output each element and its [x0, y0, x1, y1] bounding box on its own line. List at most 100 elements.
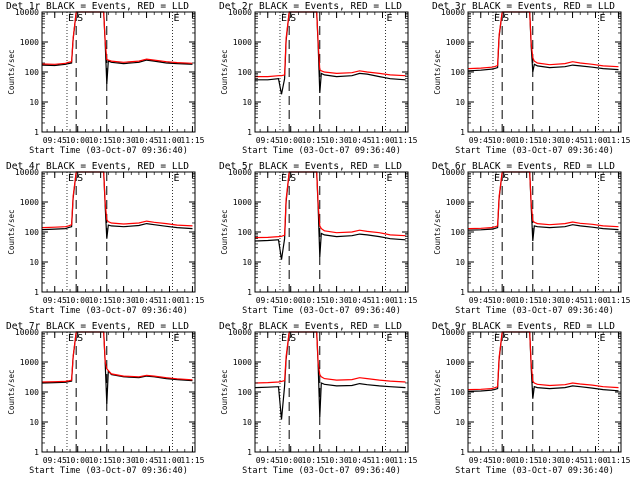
y-axis-label: Counts/sec — [7, 49, 16, 94]
marker-label: E — [68, 173, 74, 184]
marker-label: E — [600, 173, 606, 184]
marker-label: S — [290, 173, 296, 184]
x-tick-label: 10:30 — [538, 136, 562, 145]
x-tick-label: 10:00 — [279, 136, 303, 145]
x-tick-label: 11:15 — [606, 456, 630, 465]
x-axis-label: Start Time (03-Oct-07 09:36:40) — [242, 146, 401, 156]
x-tick-label: 09:45 — [469, 456, 493, 465]
y-tick-label: 100 — [451, 228, 466, 237]
x-tick-label: 10:15 — [89, 456, 113, 465]
lld-series-line — [42, 171, 193, 229]
x-tick-label: 10:45 — [348, 296, 372, 305]
lld-series-line — [42, 11, 193, 65]
y-tick-label: 100 — [451, 68, 466, 77]
lld-series-line — [255, 171, 406, 239]
chart-title: Det 7r BLACK = Events, RED = LLD — [6, 321, 189, 332]
chart-title: Det 2r BLACK = Events, RED = LLD — [219, 1, 402, 12]
x-tick-label: 10:00 — [66, 136, 90, 145]
y-tick-label: 100 — [25, 68, 40, 77]
y-tick-label: 1 — [460, 128, 465, 137]
y-axis-label: Counts/sec — [433, 369, 442, 414]
marker-label: E — [68, 333, 74, 344]
y-tick-label: 100 — [451, 388, 466, 397]
x-axis-label: Start Time (03-Oct-07 09:36:40) — [242, 306, 401, 316]
marker-label: S — [290, 333, 296, 344]
y-tick-label: 10000 — [15, 328, 39, 337]
x-tick-label: 10:15 — [302, 296, 326, 305]
y-tick-label: 1000 — [20, 198, 39, 207]
x-tick-label: 11:15 — [180, 296, 204, 305]
x-axis-label: Start Time (03-Oct-07 09:36:40) — [242, 466, 401, 476]
y-tick-label: 1 — [34, 448, 39, 457]
x-tick-label: 10:30 — [325, 456, 349, 465]
events-series-line — [255, 11, 406, 95]
y-tick-label: 10 — [455, 98, 465, 107]
marker-label: E — [494, 13, 500, 24]
y-tick-label: 10 — [455, 258, 465, 267]
x-tick-label: 10:15 — [302, 456, 326, 465]
x-tick-label: 10:30 — [538, 296, 562, 305]
marker-label: S — [290, 13, 296, 24]
x-tick-label: 10:30 — [325, 296, 349, 305]
y-tick-label: 10 — [29, 98, 39, 107]
plot-frame — [467, 11, 622, 133]
y-tick-label: 10 — [455, 418, 465, 427]
y-axis-label: Counts/sec — [220, 209, 229, 254]
y-tick-label: 1 — [34, 128, 39, 137]
events-series-line — [468, 331, 619, 399]
events-series-line — [468, 171, 619, 242]
plot-frame — [41, 331, 196, 453]
y-tick-label: 10000 — [441, 328, 465, 337]
x-tick-label: 11:00 — [370, 456, 394, 465]
y-tick-label: 10 — [29, 258, 39, 267]
y-tick-label: 100 — [238, 68, 253, 77]
events-series-line — [255, 171, 406, 260]
x-tick-label: 10:45 — [135, 456, 159, 465]
marker-label: E — [387, 333, 393, 344]
y-tick-label: 1000 — [20, 38, 39, 47]
y-tick-label: 1 — [34, 288, 39, 297]
chart-title: Det 3r BLACK = Events, RED = LLD — [432, 1, 615, 12]
x-axis-label: Start Time (03-Oct-07 09:36:40) — [455, 146, 614, 156]
y-tick-label: 10000 — [441, 168, 465, 177]
x-tick-label: 11:15 — [393, 456, 417, 465]
events-series-line — [42, 331, 193, 404]
x-tick-label: 10:45 — [561, 456, 585, 465]
x-tick-label: 11:00 — [370, 296, 394, 305]
y-tick-label: 1000 — [20, 358, 39, 367]
events-series-line — [42, 11, 193, 84]
x-tick-label: 11:00 — [583, 136, 607, 145]
plot-frame — [41, 171, 196, 293]
y-axis-label: Counts/sec — [220, 49, 229, 94]
x-tick-label: 11:15 — [606, 296, 630, 305]
y-tick-label: 1 — [460, 448, 465, 457]
marker-label: E — [68, 13, 74, 24]
y-tick-label: 1 — [247, 288, 252, 297]
plot-frame — [467, 331, 622, 453]
events-series-line — [468, 11, 619, 73]
marker-label: E — [281, 13, 287, 24]
y-tick-label: 10 — [242, 418, 252, 427]
x-axis-label: Start Time (03-Oct-07 09:36:40) — [29, 466, 188, 476]
x-tick-label: 10:45 — [561, 296, 585, 305]
x-tick-label: 11:15 — [180, 456, 204, 465]
x-tick-label: 10:45 — [561, 136, 585, 145]
x-tick-label: 10:30 — [325, 136, 349, 145]
y-tick-label: 10 — [29, 418, 39, 427]
plot-frame — [467, 171, 622, 293]
x-tick-label: 11:00 — [157, 296, 181, 305]
plot-frame — [254, 11, 409, 133]
x-tick-label: 10:30 — [112, 136, 136, 145]
y-tick-label: 10000 — [228, 168, 252, 177]
x-tick-label: 10:00 — [66, 456, 90, 465]
y-tick-label: 1 — [460, 288, 465, 297]
x-tick-label: 10:15 — [89, 296, 113, 305]
x-axis-label: Start Time (03-Oct-07 09:36:40) — [455, 466, 614, 476]
lld-series-line — [468, 331, 619, 391]
x-tick-label: 10:45 — [135, 136, 159, 145]
chart-title: Det 8r BLACK = Events, RED = LLD — [219, 321, 402, 332]
x-axis-label: Start Time (03-Oct-07 09:36:40) — [29, 306, 188, 316]
chart-title: Det 4r BLACK = Events, RED = LLD — [6, 161, 189, 172]
